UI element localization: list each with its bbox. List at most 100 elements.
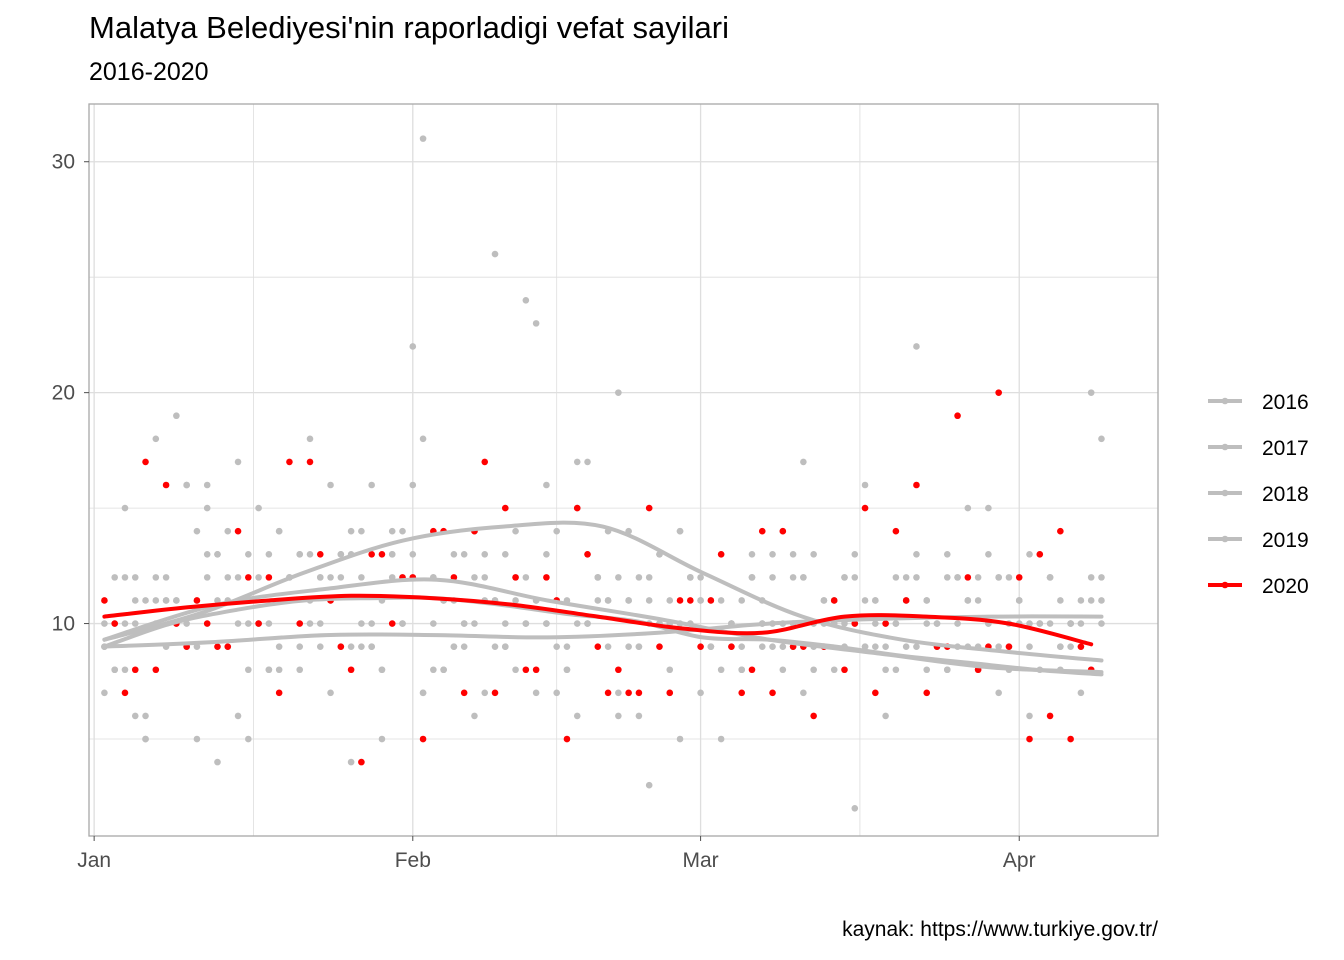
data-point-2020 xyxy=(810,712,817,720)
data-point-2020 xyxy=(203,620,211,627)
data-point-2018 xyxy=(851,804,859,812)
data-point-2017 xyxy=(306,435,314,443)
data-point-2016 xyxy=(152,435,160,443)
y-tick-label: 10 xyxy=(52,613,75,636)
data-point-2019 xyxy=(306,620,314,627)
trend-line-2020 xyxy=(102,593,1094,647)
data-point-2018 xyxy=(214,550,221,558)
data-point-2018 xyxy=(697,597,704,604)
data-point-2018 xyxy=(255,574,262,581)
data-point-2019 xyxy=(532,689,540,697)
trend-line-2017 xyxy=(102,614,1104,649)
data-point-2019 xyxy=(810,550,817,558)
legend-label: 2020 xyxy=(1262,575,1309,598)
data-point-2020 xyxy=(892,527,900,535)
data-point-2019 xyxy=(378,735,386,743)
data-point-2018 xyxy=(800,458,807,466)
data-point-2019 xyxy=(1046,574,1054,581)
data-point-2019 xyxy=(440,666,447,674)
data-point-2018 xyxy=(1077,597,1085,604)
data-point-2020 xyxy=(687,597,694,604)
data-point-2019 xyxy=(121,574,129,581)
data-point-2019 xyxy=(203,550,211,558)
y-tick-label: 30 xyxy=(52,151,75,174)
data-point-2018 xyxy=(388,550,396,558)
data-point-2020 xyxy=(347,666,355,674)
data-point-2017 xyxy=(316,574,324,581)
data-point-2017 xyxy=(933,620,941,627)
data-point-2020 xyxy=(738,689,746,697)
data-point-2017 xyxy=(224,527,232,535)
data-point-2017 xyxy=(409,481,417,489)
data-point-2020 xyxy=(676,597,684,604)
data-point-2020 xyxy=(245,574,252,581)
data-point-2019 xyxy=(1098,435,1105,443)
data-point-2019 xyxy=(358,620,365,627)
data-point-2020 xyxy=(224,643,232,650)
data-point-2017 xyxy=(769,574,776,581)
data-point-2017 xyxy=(779,643,787,650)
chart-caption: kaynak: https://www.turkiye.gov.tr/ xyxy=(842,918,1158,941)
data-point-2019 xyxy=(676,527,684,535)
data-point-2018 xyxy=(995,574,1002,581)
data-point-2017 xyxy=(717,735,725,743)
data-point-2020 xyxy=(1077,643,1085,650)
data-point-2020 xyxy=(214,643,221,650)
data-point-2019 xyxy=(337,574,345,581)
data-point-2020 xyxy=(964,574,972,581)
data-point-2018 xyxy=(964,597,972,604)
data-point-2019 xyxy=(974,574,982,581)
data-point-2017 xyxy=(615,574,622,581)
data-point-2019 xyxy=(625,597,632,604)
data-point-2020 xyxy=(111,620,118,627)
data-point-2016 xyxy=(162,574,170,581)
data-point-2018 xyxy=(460,550,468,558)
legend-item-2018: 2018 xyxy=(1208,483,1309,506)
data-point-2019 xyxy=(275,527,283,535)
data-point-2017 xyxy=(214,597,221,604)
data-point-2020 xyxy=(1026,735,1033,743)
data-point-2017 xyxy=(255,504,262,512)
data-point-2017 xyxy=(645,597,653,604)
x-tick-label: Mar xyxy=(683,849,719,872)
x-tick-label: Apr xyxy=(1003,849,1036,872)
data-point-2019 xyxy=(512,527,519,535)
data-point-2019 xyxy=(913,550,920,558)
data-point-2016 xyxy=(296,643,304,650)
data-point-2017 xyxy=(882,666,889,674)
data-point-2016 xyxy=(1026,643,1033,650)
data-point-2020 xyxy=(645,504,653,512)
data-point-2020 xyxy=(388,620,396,627)
data-point-2016 xyxy=(1067,643,1074,650)
data-point-2017 xyxy=(121,504,129,512)
data-point-2018 xyxy=(358,574,365,581)
data-point-2016 xyxy=(717,597,725,604)
data-point-2020 xyxy=(594,643,602,650)
data-point-2018 xyxy=(717,666,725,674)
data-point-2020 xyxy=(1015,574,1023,581)
data-point-2016 xyxy=(358,527,365,535)
data-point-2017 xyxy=(1057,597,1064,604)
data-point-2017 xyxy=(234,620,242,627)
data-point-2018 xyxy=(954,574,961,581)
data-point-2016 xyxy=(265,550,273,558)
data-point-2016 xyxy=(501,620,509,627)
data-point-2017 xyxy=(553,527,560,535)
data-point-2019 xyxy=(954,620,961,627)
data-point-2016 xyxy=(913,643,920,650)
data-point-2020 xyxy=(1036,550,1044,558)
data-point-2017 xyxy=(337,550,345,558)
data-point-2018 xyxy=(532,320,540,327)
data-point-2016 xyxy=(460,643,468,650)
data-point-2016 xyxy=(481,550,489,558)
chart-title: Malatya Belediyesi'nin raporladigi vefat… xyxy=(89,10,730,45)
data-point-2019 xyxy=(841,574,848,581)
data-point-2019 xyxy=(481,574,489,581)
data-point-2020 xyxy=(368,550,375,558)
data-point-2016 xyxy=(666,597,674,604)
data-point-2019 xyxy=(584,620,591,627)
data-point-2016 xyxy=(563,643,571,650)
data-point-2018 xyxy=(604,597,612,604)
data-point-2018 xyxy=(368,620,375,627)
data-point-2016 xyxy=(306,550,314,558)
